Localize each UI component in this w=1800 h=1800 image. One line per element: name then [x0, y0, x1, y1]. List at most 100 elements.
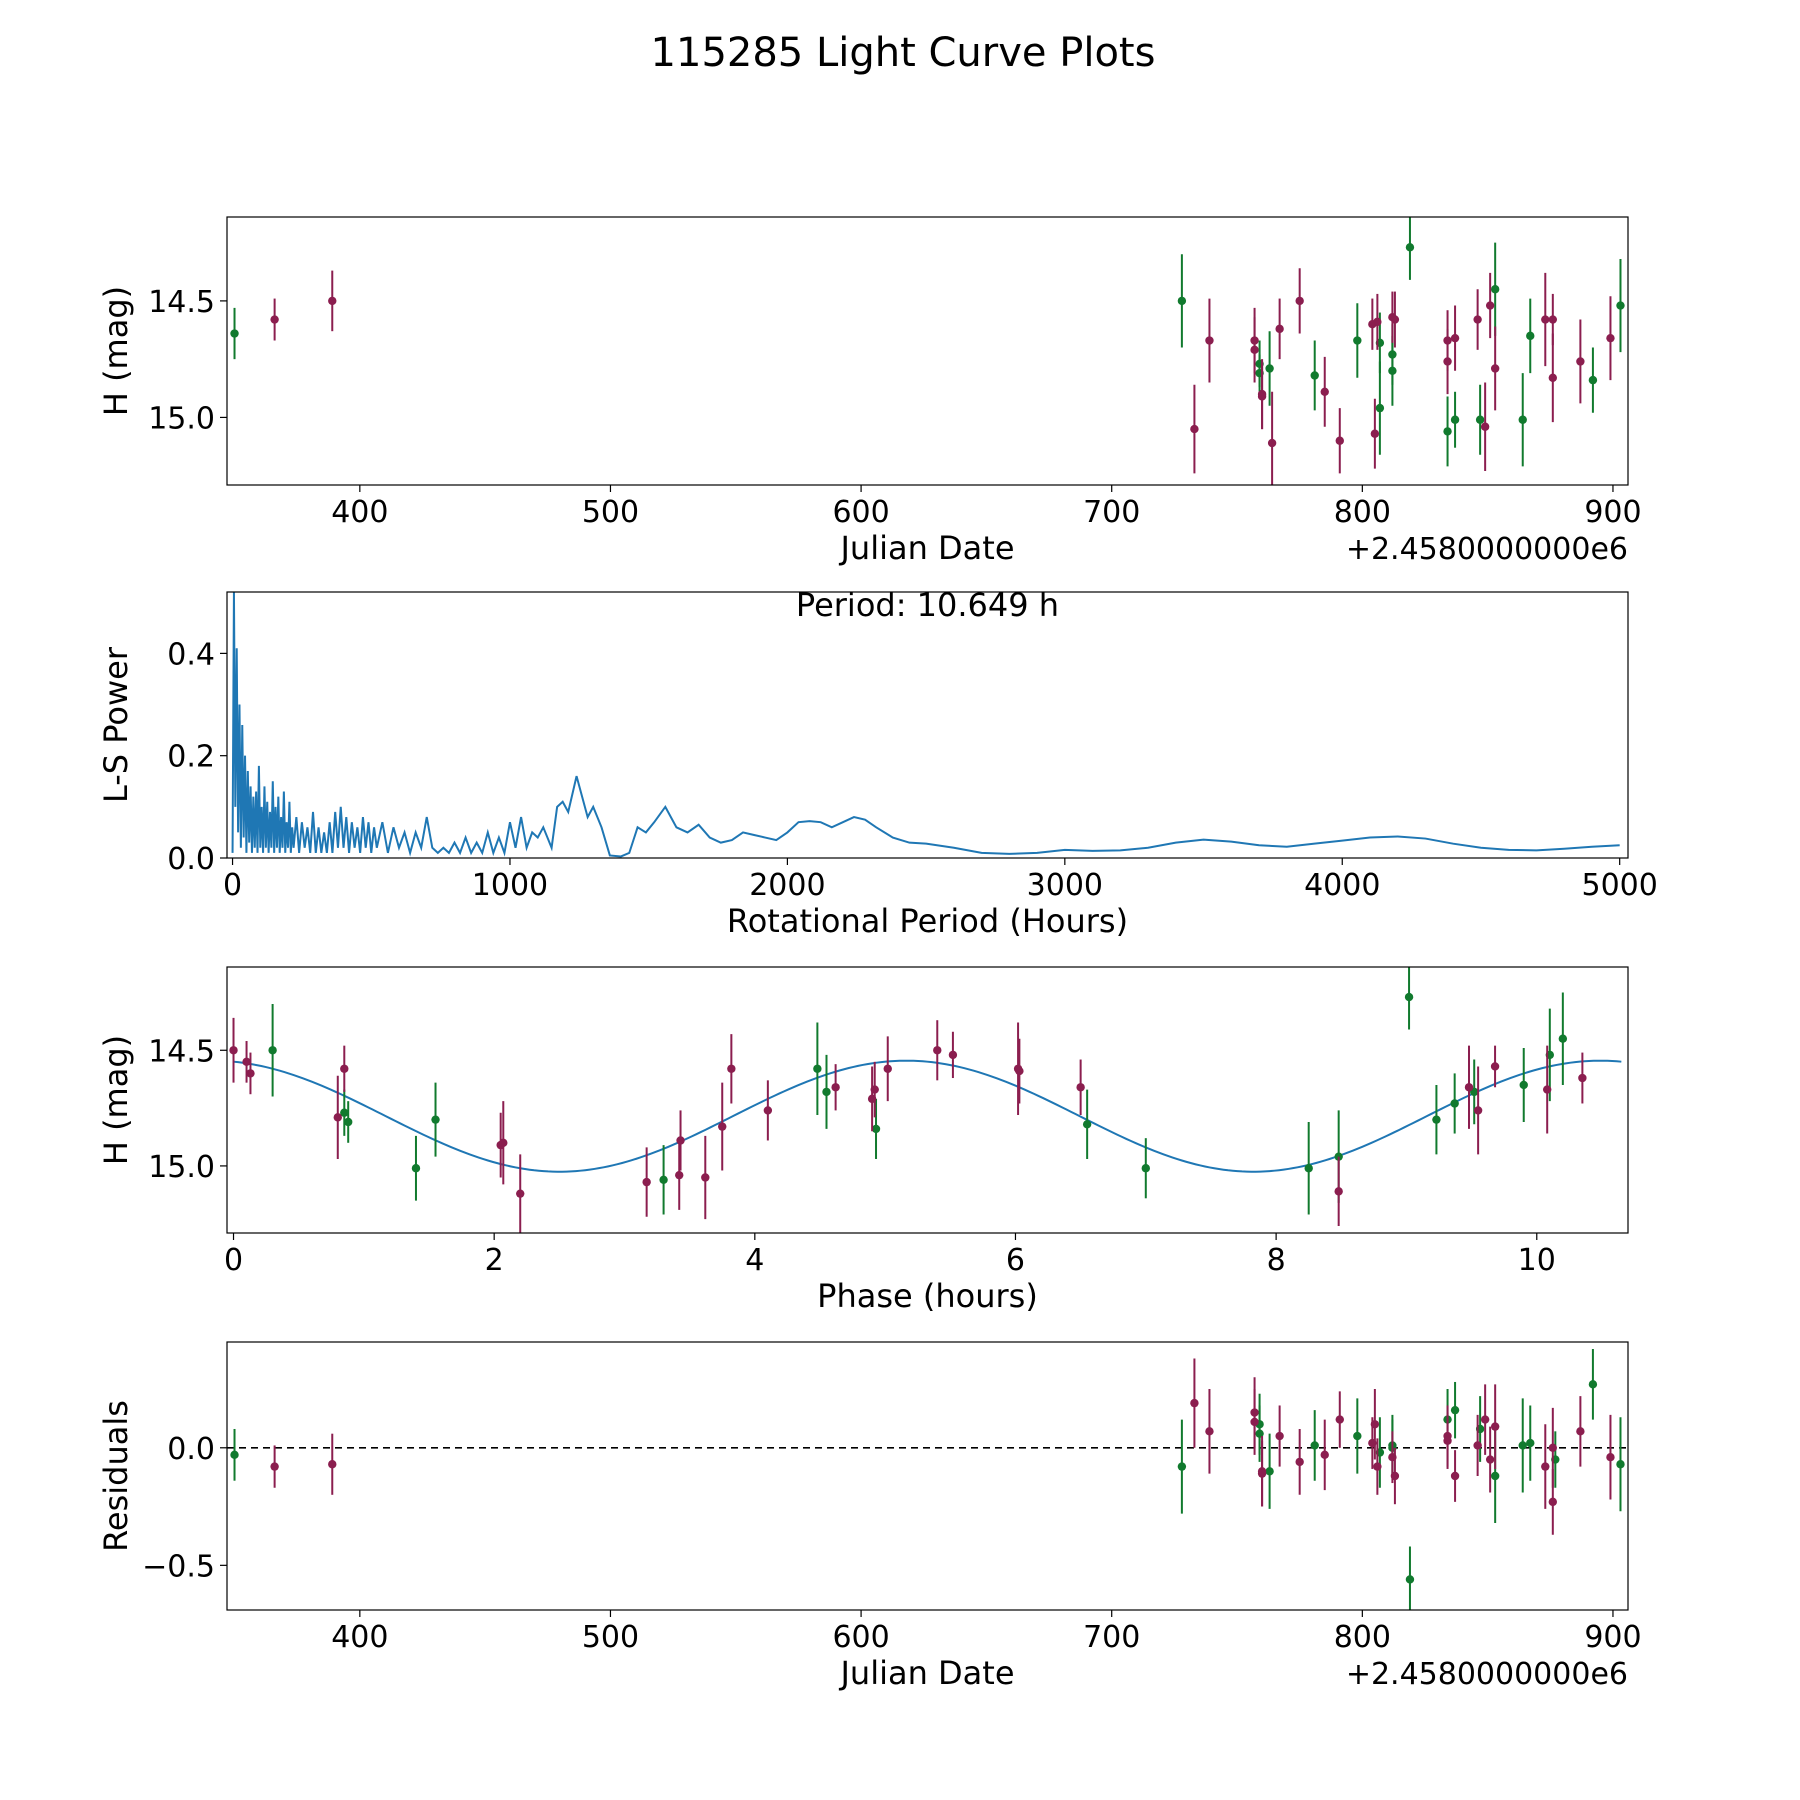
data-point — [1250, 1417, 1259, 1427]
data-point — [230, 1450, 239, 1460]
y-axis-label: Residuals — [97, 1400, 135, 1552]
x-tick-label: 1000 — [472, 868, 548, 903]
axes-frame — [226, 591, 1629, 859]
data-point — [1432, 1115, 1441, 1124]
data-point — [1578, 1073, 1587, 1083]
data-point — [1473, 1441, 1482, 1450]
data-point — [1548, 315, 1558, 324]
y-tick-label: 0.2 — [167, 740, 215, 775]
data-point — [1295, 1457, 1304, 1467]
data-point — [1390, 1471, 1400, 1481]
data-point — [831, 1083, 840, 1092]
data-point — [1255, 1429, 1264, 1438]
data-point — [328, 1460, 337, 1469]
data-point — [1257, 1469, 1267, 1478]
data-point — [1490, 285, 1500, 294]
data-point — [813, 1064, 822, 1073]
data-point — [1404, 992, 1414, 1002]
lightcurve-panel: 400 500 600 700 800 900 15.0 14.5 Julian Date H (… — [97, 216, 1642, 567]
data-point — [1205, 1427, 1214, 1436]
data-point — [1490, 1062, 1500, 1071]
residuals-panel: 400 500 600 700 800 900 0.0 −0.5 Julian Date Resi… — [97, 1341, 1642, 1692]
x-offset-label: +2.4580000000e6 — [1346, 1657, 1628, 1692]
x-tick-label: 600 — [832, 495, 889, 530]
data-point — [1304, 1164, 1313, 1173]
data-point — [1375, 403, 1385, 413]
data-point — [1490, 1471, 1500, 1481]
data-point — [1526, 331, 1535, 341]
y-tick-label: 0.0 — [167, 842, 215, 877]
data-point — [328, 296, 337, 306]
data-point — [1548, 373, 1558, 382]
x-tick-label: 700 — [1083, 495, 1140, 530]
data-point — [1015, 1066, 1024, 1076]
data-point — [822, 1087, 831, 1097]
x-tick-label: 500 — [582, 1620, 639, 1655]
data-point — [1373, 1462, 1382, 1471]
data-point — [1310, 1441, 1319, 1450]
axes-frame — [226, 1341, 1629, 1611]
x-tick-label: 6 — [1006, 1243, 1025, 1278]
x-tick-label: 400 — [331, 495, 388, 530]
data-point — [1541, 315, 1550, 324]
data-point — [1542, 1085, 1552, 1094]
period-annotation: Period: 10.649 h — [796, 586, 1059, 624]
x-tick-label: 700 — [1083, 1620, 1140, 1655]
y-tick-label: 0.0 — [167, 1432, 215, 1467]
data-point — [1576, 1427, 1585, 1436]
data-point — [1558, 1034, 1568, 1043]
x-tick-label: 900 — [1584, 495, 1641, 530]
plot-area — [231, 592, 1620, 858]
y-axis-label: L-S Power — [97, 646, 135, 803]
data-point — [1480, 422, 1490, 431]
data-point — [1335, 436, 1344, 445]
data-point — [1141, 1164, 1150, 1173]
data-point — [1541, 1462, 1550, 1471]
x-axis-label: Rotational Period (Hours) — [727, 902, 1128, 940]
data-point — [1370, 1420, 1380, 1429]
data-point — [1519, 1080, 1528, 1090]
x-tick-label: 800 — [1334, 495, 1391, 530]
data-point — [642, 1177, 651, 1187]
x-tick-label: 5000 — [1581, 868, 1657, 903]
data-point — [1526, 1438, 1535, 1448]
data-point — [344, 1117, 353, 1127]
data-point — [1443, 427, 1452, 436]
data-point — [1334, 1187, 1343, 1196]
y-tick-label: −0.5 — [142, 1549, 215, 1584]
data-point — [1464, 1083, 1474, 1092]
y-axis-label: H (mag) — [97, 1035, 135, 1165]
x-tick-label: 0 — [224, 1243, 243, 1278]
data-point — [1265, 364, 1274, 373]
data-point — [1548, 1443, 1558, 1452]
data-point — [1475, 415, 1485, 424]
y-tick-label: 14.5 — [148, 1034, 215, 1069]
data-point — [1616, 301, 1625, 310]
data-point — [1588, 1380, 1598, 1389]
data-point — [1485, 301, 1495, 310]
data-point — [1250, 336, 1259, 345]
data-point — [1265, 1467, 1274, 1476]
x-tick-label: 3000 — [1027, 868, 1103, 903]
data-point — [411, 1164, 421, 1173]
data-point — [701, 1173, 710, 1182]
data-point — [1518, 1441, 1527, 1450]
data-point — [1548, 1497, 1558, 1507]
y-tick-label: 15.0 — [148, 1150, 215, 1185]
data-point — [229, 1046, 238, 1055]
data-point — [1450, 1099, 1459, 1108]
y-tick-label: 15.0 — [148, 401, 215, 436]
x-tick-label: 8 — [1267, 1243, 1286, 1278]
x-axis-label: Julian Date — [838, 529, 1014, 567]
data-point — [268, 1046, 277, 1055]
data-point — [340, 1108, 349, 1117]
data-point — [1405, 1575, 1415, 1584]
data-point — [1443, 357, 1452, 366]
data-point — [1450, 1405, 1460, 1415]
data-point — [1518, 415, 1527, 424]
data-point — [675, 1170, 684, 1180]
data-point — [933, 1046, 942, 1055]
x-axis-label: Julian Date — [838, 1654, 1014, 1692]
data-point — [1295, 296, 1304, 306]
